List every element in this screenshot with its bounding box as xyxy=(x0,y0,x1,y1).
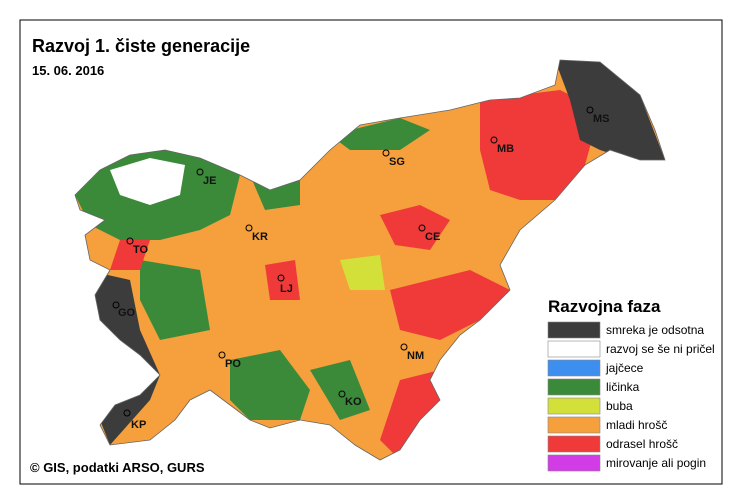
city-marker xyxy=(382,149,390,157)
legend-label: mladi hrošč xyxy=(606,418,667,432)
date: 15. 06. 2016 xyxy=(32,63,104,78)
title: Razvoj 1. čiste generacije xyxy=(32,36,250,56)
city-label: MS xyxy=(593,113,610,125)
city-label: PO xyxy=(225,358,241,370)
legend-label: jajčece xyxy=(605,361,644,375)
city-label: JE xyxy=(203,175,216,187)
city-marker xyxy=(218,351,226,359)
city-label: GO xyxy=(118,307,136,319)
city-marker xyxy=(126,237,134,245)
credit: © GIS, podatki ARSO, GURS xyxy=(30,460,205,475)
city-label: SG xyxy=(389,156,405,168)
city-marker xyxy=(123,409,131,417)
cities: MS MB SG JE KR CE TO LJ GO NM PO KO KP xyxy=(112,106,610,431)
legend-swatch xyxy=(547,340,601,358)
border xyxy=(74,59,666,461)
city-marker xyxy=(277,274,285,282)
city-marker xyxy=(245,224,253,232)
city-marker xyxy=(112,301,120,309)
legend-label: ličinka xyxy=(606,380,640,394)
legend-label: smreka je odsotna xyxy=(606,323,704,337)
legend-label: mirovanje ali pogin xyxy=(606,456,706,470)
city-label: LJ xyxy=(280,283,293,295)
legend-swatch xyxy=(547,454,601,472)
legend-swatch xyxy=(547,359,601,377)
legend-swatch xyxy=(547,378,601,396)
city-label: KR xyxy=(252,231,268,243)
legend-label: buba xyxy=(606,399,633,413)
city-marker xyxy=(400,343,408,351)
legend-label: razvoj se še ni pričel xyxy=(606,342,715,356)
legend-label: odrasel hrošč xyxy=(606,437,678,451)
city-label: NM xyxy=(407,350,424,362)
legend-swatch xyxy=(547,321,601,339)
city-marker xyxy=(196,168,204,176)
city-label: KP xyxy=(131,419,146,431)
legend-title: Razvojna faza xyxy=(548,297,661,316)
city-label: TO xyxy=(133,244,149,256)
city-label: CE xyxy=(425,231,440,243)
city-marker xyxy=(418,224,426,232)
legend: smreka je odsotna razvoj se še ni pričel j… xyxy=(547,321,715,472)
city-marker xyxy=(490,136,498,144)
city-label: MB xyxy=(497,143,514,155)
legend-swatch xyxy=(547,435,601,453)
city-marker xyxy=(586,106,594,114)
city-marker xyxy=(338,390,346,398)
legend-swatch xyxy=(547,416,601,434)
city-label: KO xyxy=(345,396,362,408)
legend-swatch xyxy=(547,397,601,415)
